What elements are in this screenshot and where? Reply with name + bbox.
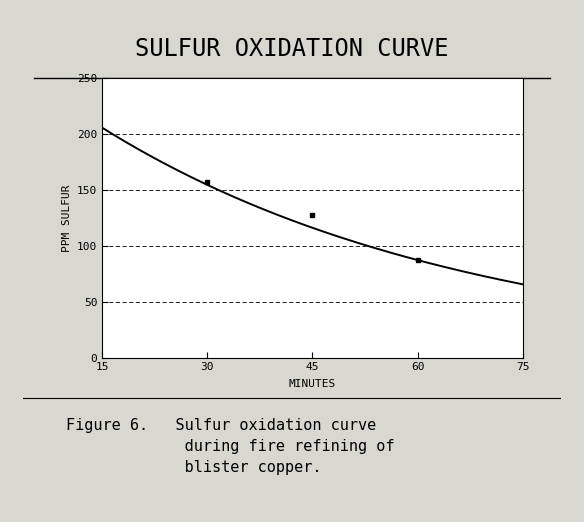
Y-axis label: PPM SULFUR: PPM SULFUR: [61, 184, 71, 252]
X-axis label: MINUTES: MINUTES: [289, 379, 336, 389]
Text: SULFUR OXIDATION CURVE: SULFUR OXIDATION CURVE: [135, 37, 449, 61]
Text: Figure 6.   Sulfur oxidation curve
             during fire refining of
        : Figure 6. Sulfur oxidation curve during …: [67, 418, 395, 474]
